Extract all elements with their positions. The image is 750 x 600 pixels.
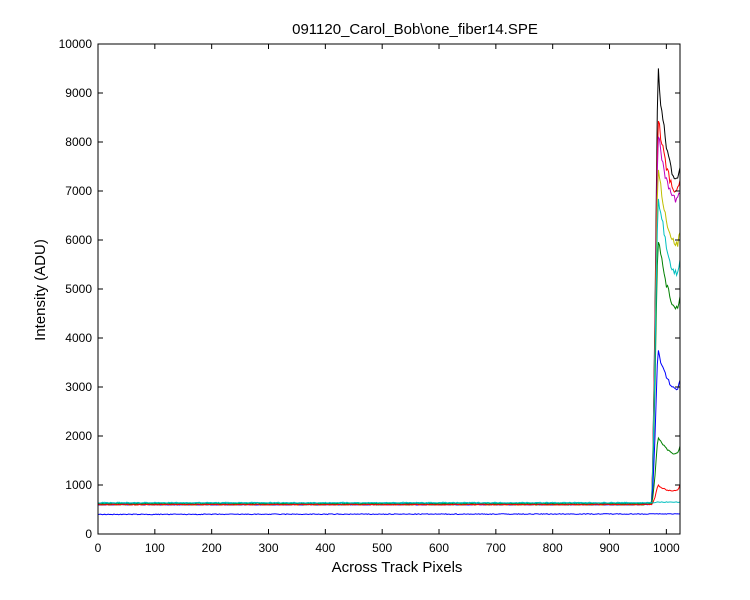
- chart-title: 091120_Carol_Bob\one_fiber14.SPE: [292, 21, 538, 38]
- x-tick-label: 400: [315, 541, 335, 555]
- y-tick-label: 5000: [65, 282, 92, 296]
- plot-area: [98, 68, 680, 516]
- y-tick-label: 0: [85, 527, 92, 541]
- x-tick-label: 200: [202, 541, 222, 555]
- y-tick-label: 8000: [65, 135, 92, 149]
- y-tick-label: 1000: [65, 478, 92, 492]
- y-tick-label: 4000: [65, 331, 92, 345]
- y-tick-label: 7000: [65, 184, 92, 198]
- x-tick-label: 800: [543, 541, 563, 555]
- x-tick-label: 900: [600, 541, 620, 555]
- x-tick-label: 700: [486, 541, 506, 555]
- series-line-9: [98, 483, 680, 506]
- y-tick-label: 2000: [65, 429, 92, 443]
- x-axis: 0 100 200 300 400 500 600 700 800 900 1000: [95, 44, 680, 555]
- x-tick-label: 100: [145, 541, 165, 555]
- y-axis-title: Intensity (ADU): [32, 239, 49, 341]
- y-tick-label: 10000: [59, 37, 93, 51]
- x-axis-title: Across Track Pixels: [332, 559, 463, 576]
- x-tick-label: 300: [258, 541, 278, 555]
- y-tick-label: 6000: [65, 233, 92, 247]
- series-line-10: [98, 501, 680, 504]
- series-line-11: [98, 513, 680, 516]
- x-tick-label: 0: [95, 541, 102, 555]
- y-axis: 0 1000 2000 3000 4000 5000 6000 7000 8000 9000 100…: [59, 37, 680, 541]
- y-tick-label: 9000: [65, 86, 92, 100]
- x-tick-label: 600: [429, 541, 449, 555]
- x-tick-label: 500: [372, 541, 392, 555]
- x-tick-label: 1000: [653, 541, 680, 555]
- y-tick-label: 3000: [65, 380, 92, 394]
